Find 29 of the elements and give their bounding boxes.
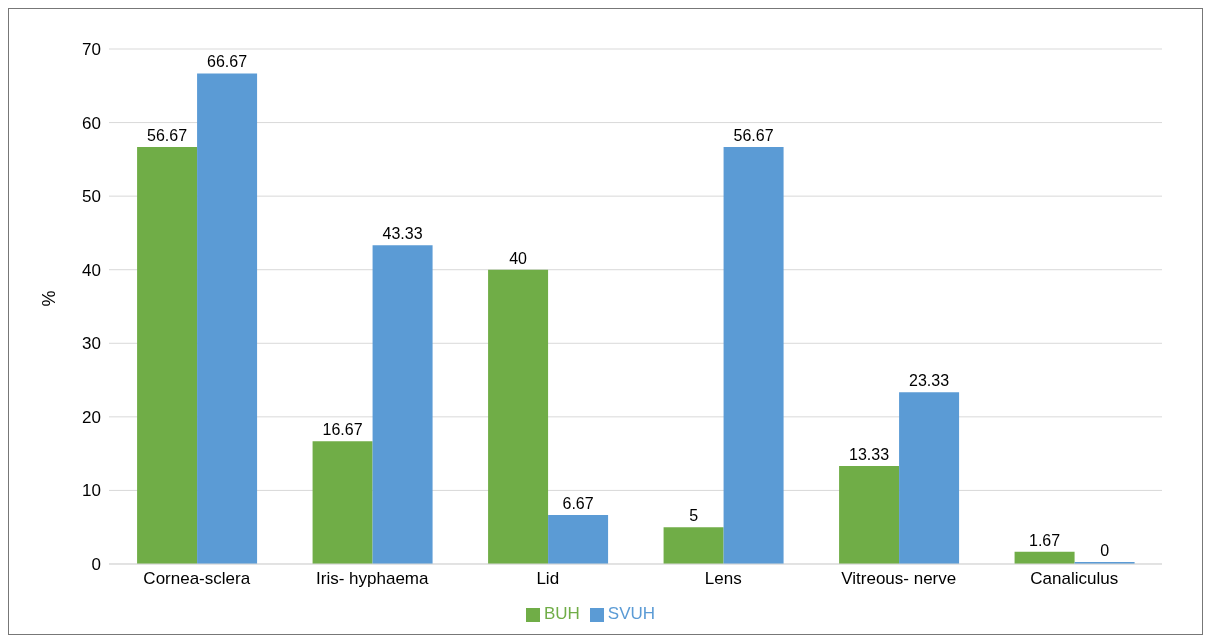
y-tick-label: 40 bbox=[82, 260, 101, 280]
data-label: 1.67 bbox=[1029, 531, 1061, 549]
y-axis-title: % bbox=[39, 290, 60, 307]
data-label: 0 bbox=[1100, 542, 1110, 559]
y-tick-label: 30 bbox=[82, 334, 101, 354]
data-label: 6.67 bbox=[562, 494, 594, 512]
y-tick-label: 70 bbox=[82, 40, 101, 60]
data-label: 16.67 bbox=[322, 421, 363, 439]
data-label: 56.67 bbox=[147, 127, 188, 145]
x-tick-label: Canaliculus bbox=[1030, 569, 1119, 589]
y-tick-label: 10 bbox=[82, 481, 101, 501]
legend-label: BUH bbox=[543, 604, 580, 623]
x-tick-label: Vitreous- nerve bbox=[841, 569, 957, 589]
data-label: 40 bbox=[509, 249, 528, 267]
x-tick-label: Iris- hyphaema bbox=[316, 569, 430, 589]
y-tick-label: 0 bbox=[91, 555, 101, 575]
data-label: 56.67 bbox=[733, 127, 774, 145]
x-tick-label: Lid bbox=[536, 569, 560, 589]
x-tick-label: Lens bbox=[704, 569, 742, 589]
data-label: 23.33 bbox=[909, 372, 950, 390]
data-label: 13.33 bbox=[849, 445, 890, 463]
y-tick-label: 60 bbox=[82, 113, 101, 133]
y-tick-label: 20 bbox=[82, 407, 101, 427]
data-label: 43.33 bbox=[382, 225, 423, 243]
data-label: 66.67 bbox=[207, 53, 248, 71]
y-tick-label: 50 bbox=[82, 187, 101, 207]
x-tick-label: Cornea-sclera bbox=[143, 569, 251, 589]
legend-label: SVUH bbox=[607, 604, 656, 623]
data-label: 5 bbox=[689, 507, 699, 525]
